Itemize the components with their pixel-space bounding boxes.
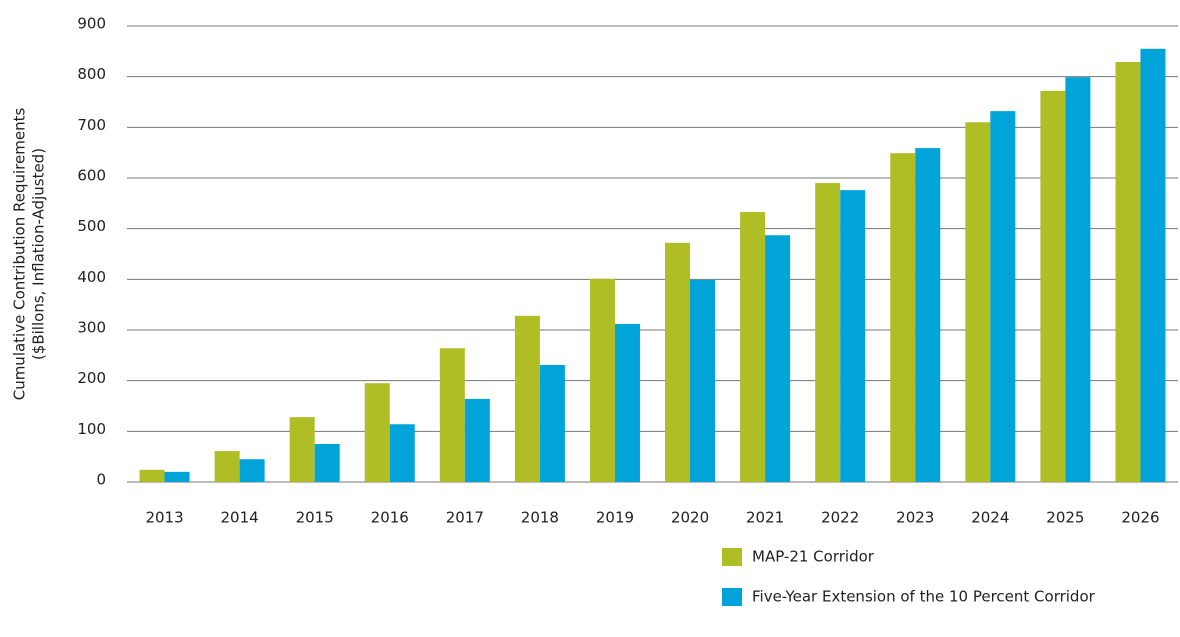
- legend-label: MAP-21 Corridor: [752, 548, 875, 566]
- bar: [815, 183, 841, 483]
- x-tick-label: 2020: [671, 509, 709, 527]
- x-tick-label: 2025: [1046, 509, 1084, 527]
- y-tick-label: 800: [77, 65, 106, 83]
- x-tick-label: 2014: [221, 509, 259, 527]
- bar: [1115, 61, 1141, 483]
- x-tick-label: 2021: [746, 509, 784, 527]
- bar: [965, 122, 991, 483]
- bar: [1140, 48, 1166, 483]
- x-tick-label: 2019: [596, 509, 634, 527]
- bar: [915, 148, 941, 482]
- y-tick-label: 100: [77, 420, 106, 438]
- y-tick-label: 600: [77, 167, 106, 185]
- bar: [890, 153, 916, 482]
- bar: [665, 242, 691, 482]
- x-tick-label: 2013: [145, 509, 183, 527]
- legend-swatch: [722, 588, 742, 606]
- x-tick-label: 2024: [971, 509, 1009, 527]
- y-tick-label: 700: [77, 116, 106, 134]
- bar: [589, 278, 615, 482]
- y-axis-label: Cumulative Contribution Requirements: [11, 108, 29, 401]
- x-tick-label: 2015: [296, 509, 334, 527]
- bar: [364, 383, 390, 482]
- bar: [1040, 90, 1066, 482]
- bar: [1065, 77, 1091, 482]
- bar: [990, 111, 1016, 483]
- bar: [840, 190, 866, 482]
- y-tick-label: 900: [77, 15, 106, 33]
- x-tick-label: 2022: [821, 509, 859, 527]
- bar: [314, 444, 340, 482]
- x-tick-label: 2018: [521, 509, 559, 527]
- bar: [214, 451, 240, 482]
- bar: [740, 211, 766, 483]
- x-tick-label: 2023: [896, 509, 934, 527]
- legend-swatch: [722, 548, 742, 566]
- bar: [514, 315, 540, 482]
- bar: [439, 348, 465, 482]
- y-tick-label: 200: [77, 369, 106, 387]
- bar: [139, 469, 165, 482]
- y-tick-label: 500: [77, 217, 106, 235]
- bar: [389, 424, 415, 482]
- bar: [765, 235, 791, 482]
- x-tick-label: 2017: [446, 509, 484, 527]
- y-tick-label: 300: [77, 319, 106, 337]
- bar: [289, 417, 315, 482]
- y-axis-label: ($Billons, Inflation-Adjusted): [30, 148, 48, 360]
- bar: [539, 364, 565, 482]
- bar: [464, 398, 490, 482]
- legend-label: Five-Year Extension of the 10 Percent Co…: [752, 588, 1096, 606]
- bar: [690, 279, 716, 482]
- y-tick-label: 0: [96, 471, 106, 489]
- y-tick-label: 400: [77, 268, 106, 286]
- bar: [614, 323, 640, 482]
- x-tick-label: 2026: [1121, 509, 1159, 527]
- bar: [239, 459, 265, 482]
- bar: [164, 471, 190, 482]
- x-tick-label: 2016: [371, 509, 409, 527]
